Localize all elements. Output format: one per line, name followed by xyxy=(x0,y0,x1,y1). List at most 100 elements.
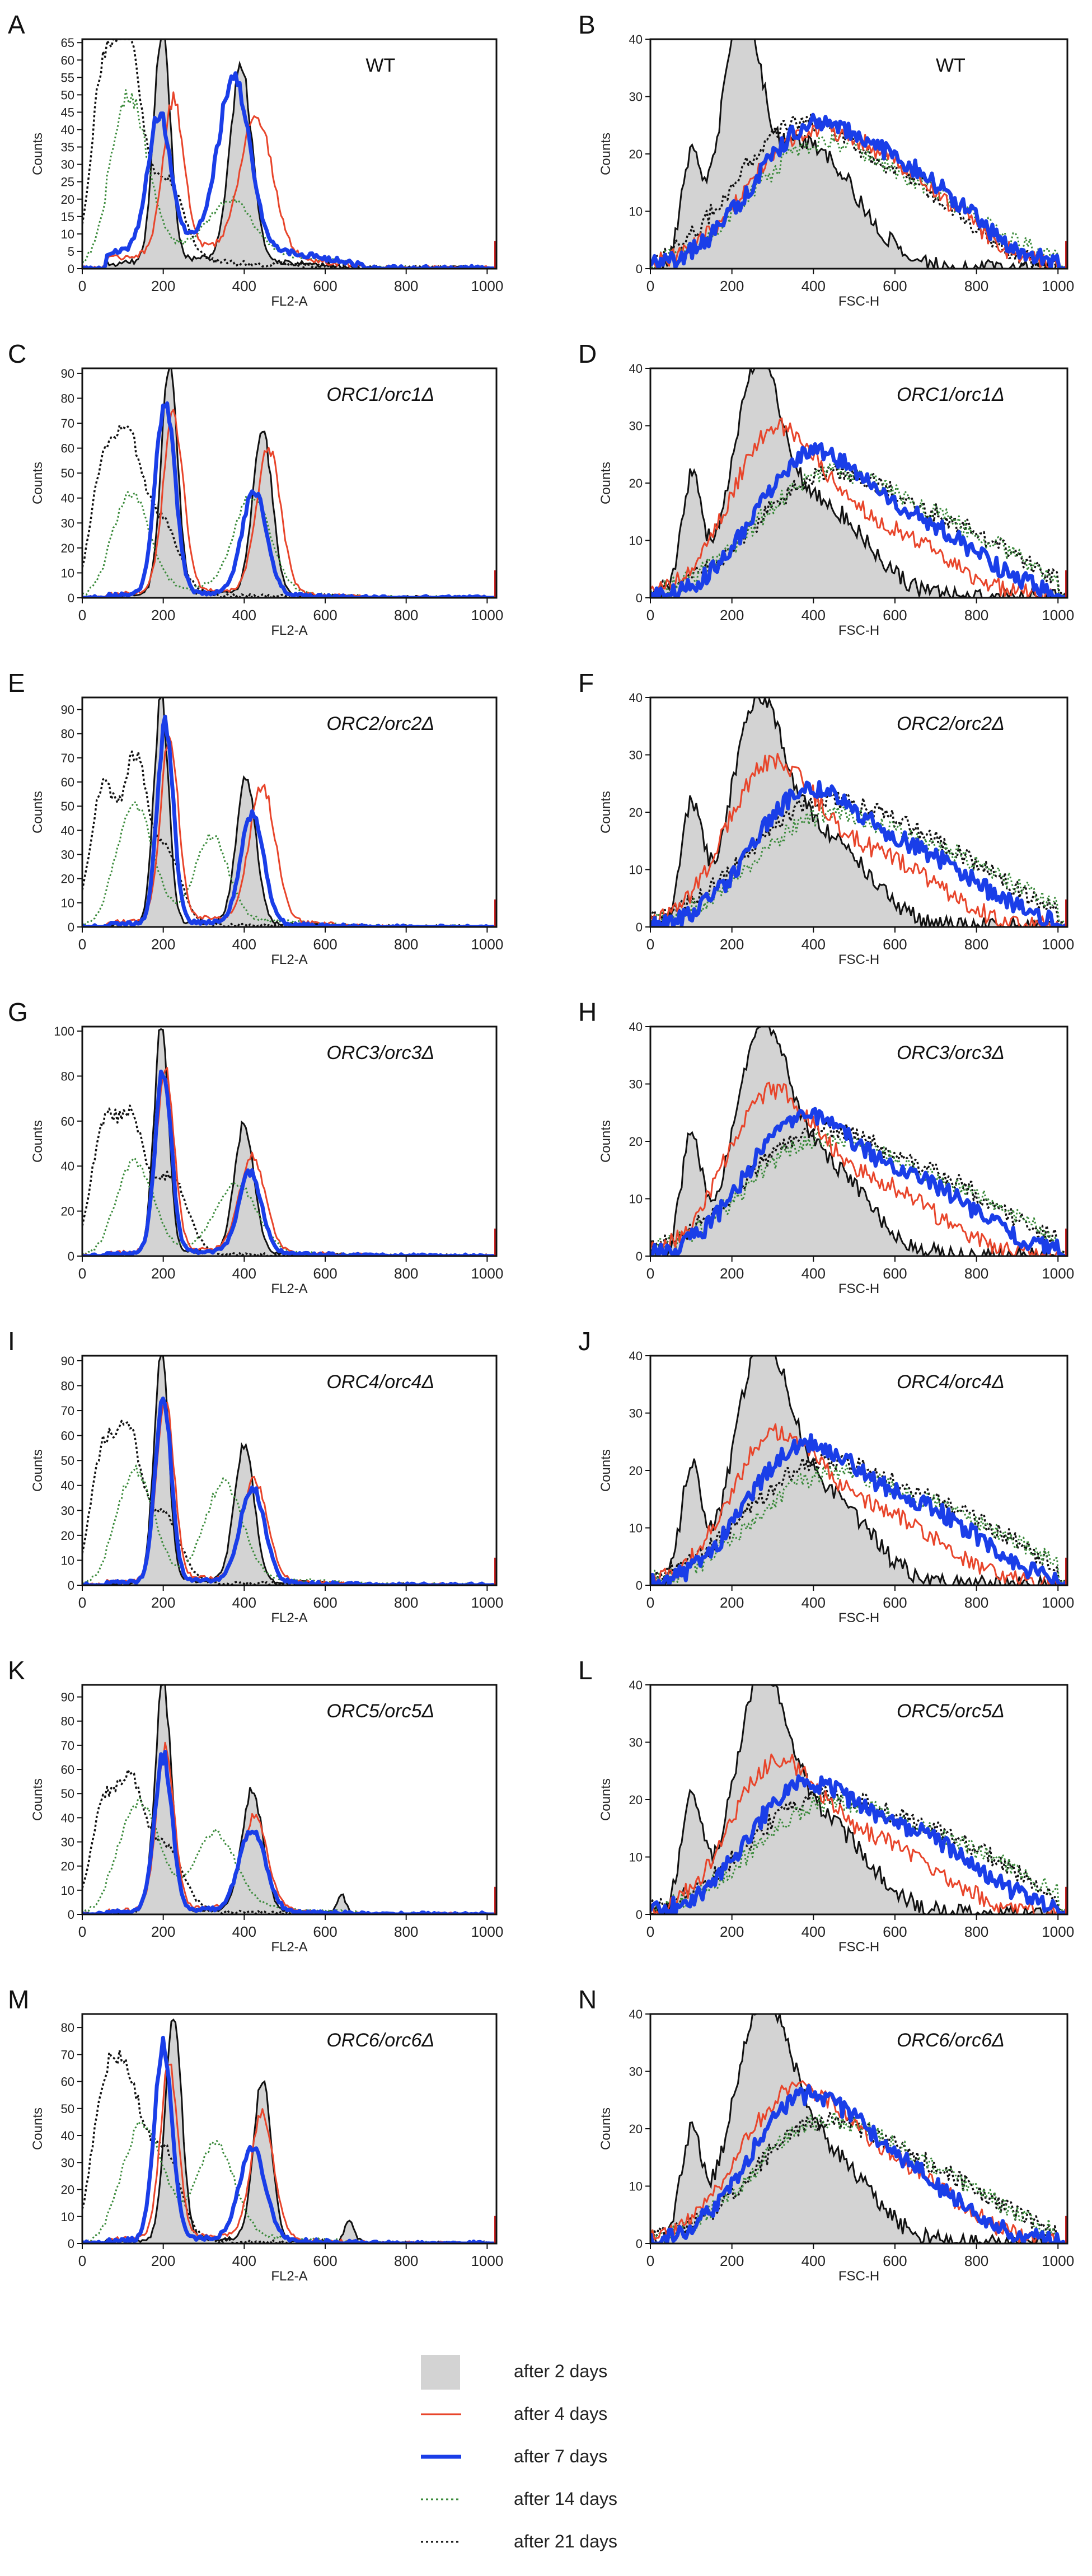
x-tick-label: 200 xyxy=(151,1265,175,1282)
series-fill-after-2-days xyxy=(82,1685,496,1914)
panel-letter: A xyxy=(8,10,25,39)
x-tick-label: 600 xyxy=(313,936,337,953)
x-tick-label: 200 xyxy=(151,2252,175,2269)
panel-B: B 0 200 400 600 800 1000 0 10 20 30 40 FSC-H Counts WT xyxy=(578,10,1074,309)
legend-label: after 4 days xyxy=(514,2404,607,2424)
y-tick-label: 50 xyxy=(61,799,74,813)
y-tick-label: 0 xyxy=(636,591,643,605)
x-tick-label: 0 xyxy=(646,1594,654,1611)
x-tick-label: 0 xyxy=(646,936,654,953)
x-tick-label: 1000 xyxy=(1042,607,1074,624)
series-group xyxy=(650,368,1067,598)
x-tick-label: 0 xyxy=(78,936,86,953)
x-tick-label: 400 xyxy=(802,1265,826,1282)
y-tick-label: 100 xyxy=(54,1024,74,1038)
series-line-after-7-days xyxy=(650,113,1067,269)
y-tick-label: 30 xyxy=(629,1736,643,1750)
panel-letter: J xyxy=(578,1327,591,1356)
x-axis-label: FL2-A xyxy=(271,1281,307,1296)
series-line-after-2-days xyxy=(650,1027,1067,1256)
plot-frame-top xyxy=(81,1355,498,1586)
series-line-after-4-days xyxy=(82,409,496,598)
y-tick-label: 30 xyxy=(61,848,74,862)
y-tick-label: 80 xyxy=(61,391,74,405)
y-tick-label: 10 xyxy=(61,896,74,910)
series-line-after-7-days xyxy=(82,1069,496,1256)
x-tick-label: 200 xyxy=(720,607,744,624)
x-tick-label: 0 xyxy=(78,607,86,624)
y-tick-label: 10 xyxy=(629,534,643,548)
panel-title: WT xyxy=(936,55,966,76)
y-tick-label: 0 xyxy=(68,591,74,605)
x-tick-label: 1000 xyxy=(1042,936,1074,953)
x-tick-label: 200 xyxy=(720,2252,744,2269)
panel-H: H 0 200 400 600 800 1000 0 10 20 30 40 FSC-H Counts OR… xyxy=(578,997,1074,1296)
x-tick-label: 400 xyxy=(802,936,826,953)
y-tick-label: 50 xyxy=(61,1454,74,1468)
x-tick-label: 400 xyxy=(232,1265,256,1282)
x-tick-label: 600 xyxy=(883,607,907,624)
panel-title: ORC2/orc2Δ xyxy=(897,713,1005,734)
x-tick-label: 400 xyxy=(232,1594,256,1611)
series-line-after-21-days xyxy=(650,2111,1067,2244)
x-tick-label: 0 xyxy=(78,1594,86,1611)
y-tick-label: 30 xyxy=(629,1407,643,1421)
legend-item: after 2 days xyxy=(421,2355,607,2390)
x-tick-label: 1000 xyxy=(471,936,503,953)
y-tick-label: 0 xyxy=(68,262,74,276)
x-tick-label: 800 xyxy=(964,1265,988,1282)
x-tick-label: 0 xyxy=(646,278,654,294)
legend-item: after 14 days xyxy=(421,2489,617,2509)
y-tick-label: 0 xyxy=(636,1908,643,1922)
y-tick-label: 20 xyxy=(61,1529,74,1543)
y-axis-label: Counts xyxy=(598,1778,613,1821)
series-fill-after-2-days xyxy=(650,2014,1067,2244)
panel-letter: D xyxy=(578,339,597,368)
x-axis-label: FSC-H xyxy=(838,623,879,638)
y-tick-label: 30 xyxy=(61,516,74,530)
y-tick-label: 30 xyxy=(629,90,643,104)
panel-letter: K xyxy=(8,1656,25,1685)
x-tick-label: 800 xyxy=(394,936,418,953)
series-line-after-7-days xyxy=(650,780,1067,927)
plot-frame xyxy=(81,2013,498,2245)
legend-item: after 7 days xyxy=(421,2446,607,2466)
y-tick-label: 30 xyxy=(61,2156,74,2170)
panel-letter: B xyxy=(578,10,596,39)
plot-frame-top xyxy=(81,696,498,928)
y-tick-label: 60 xyxy=(61,1114,74,1128)
panel-title: ORC5/orc5Δ xyxy=(326,1701,434,1722)
y-tick-label: 0 xyxy=(68,1579,74,1593)
x-tick-label: 800 xyxy=(964,278,988,294)
panel-letter: M xyxy=(8,1985,29,2014)
x-tick-label: 1000 xyxy=(471,1594,503,1611)
plot-frame-top xyxy=(81,2013,498,2245)
series-line-after-2-days xyxy=(650,2014,1067,2244)
y-tick-label: 20 xyxy=(629,2122,643,2136)
x-tick-label: 1000 xyxy=(471,2252,503,2269)
y-tick-label: 60 xyxy=(61,2075,74,2089)
x-tick-label: 0 xyxy=(78,1923,86,1940)
series-line-after-4-days xyxy=(650,752,1067,927)
panel-letter: F xyxy=(578,668,594,697)
y-axis-label: Counts xyxy=(598,791,613,833)
panel-letter: H xyxy=(578,997,597,1027)
legend: after 2 days after 4 days after 7 days afte… xyxy=(421,2355,617,2551)
y-tick-label: 90 xyxy=(61,703,74,717)
y-axis-label: Counts xyxy=(598,1120,613,1163)
y-tick-label: 0 xyxy=(636,920,643,934)
y-tick-label: 80 xyxy=(61,2021,74,2035)
y-tick-label: 30 xyxy=(629,1078,643,1092)
x-axis-label: FL2-A xyxy=(271,623,307,638)
panel-N: N 0 200 400 600 800 1000 0 10 20 30 40 FSC-H Counts OR… xyxy=(578,1985,1074,2284)
y-tick-label: 0 xyxy=(68,1249,74,1263)
y-tick-label: 40 xyxy=(629,1349,643,1363)
x-tick-label: 200 xyxy=(151,1594,175,1611)
legend-label: after 14 days xyxy=(514,2489,617,2509)
x-tick-label: 200 xyxy=(720,278,744,294)
x-tick-label: 1000 xyxy=(1042,278,1074,294)
x-tick-label: 400 xyxy=(802,1923,826,1940)
y-tick-label: 10 xyxy=(629,2180,643,2194)
x-tick-label: 1000 xyxy=(1042,1265,1074,1282)
y-tick-label: 40 xyxy=(61,1479,74,1493)
